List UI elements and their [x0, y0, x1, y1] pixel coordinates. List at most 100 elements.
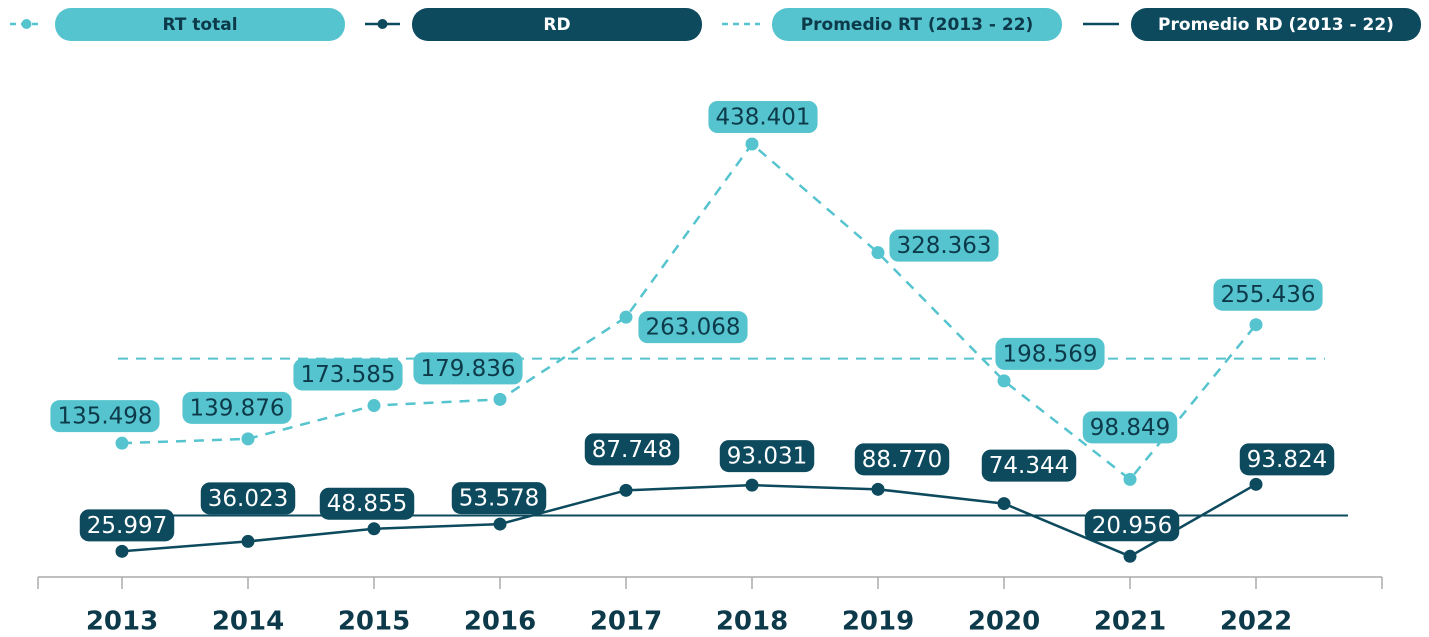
point	[1123, 472, 1137, 486]
data-label: 88.770	[854, 443, 950, 476]
legend-label: Promedio RT (2013 - 22)	[801, 15, 1034, 35]
point	[997, 497, 1011, 511]
point	[115, 544, 129, 558]
x-tick-label: 2014	[212, 607, 284, 637]
data-label-text: 25.997	[87, 513, 167, 539]
data-label-box	[995, 337, 1105, 370]
x-tick-label: 2018	[716, 607, 788, 637]
point	[241, 534, 255, 548]
point	[745, 478, 759, 492]
data-label-text: 179.836	[420, 356, 515, 382]
point	[619, 483, 633, 497]
data-label-text: 48.855	[327, 491, 407, 517]
data-label-box	[708, 101, 818, 133]
data-label: 48.855	[319, 487, 415, 520]
data-label-box	[981, 449, 1077, 482]
data-label-box	[79, 509, 175, 542]
data-label: 438.401	[708, 101, 818, 133]
data-label: 93.031	[719, 440, 815, 473]
data-label: 263.068	[638, 311, 748, 344]
legend-marker	[21, 19, 32, 29]
data-label-box	[1084, 509, 1180, 542]
data-label-text: 87.748	[592, 437, 672, 463]
legend-pill	[412, 8, 702, 41]
x-tick-label: 2022	[1220, 607, 1292, 637]
legend-marker	[377, 19, 388, 29]
data-label: 87.748	[584, 433, 680, 466]
point	[115, 436, 129, 450]
data-label-box	[182, 391, 292, 424]
data-label-box	[200, 482, 296, 515]
data-label-box	[1239, 443, 1335, 476]
point	[1249, 477, 1263, 491]
data-label-text: 438.401	[715, 105, 810, 131]
data-label: 53.578	[451, 482, 547, 515]
point	[997, 374, 1011, 388]
data-label-text: 93.824	[1247, 447, 1327, 473]
data-label-box	[413, 352, 523, 385]
point	[871, 482, 885, 496]
point	[367, 399, 381, 413]
data-label: 74.344	[981, 449, 1077, 482]
data-label-text: 74.344	[989, 453, 1069, 479]
data-label-box	[1082, 411, 1178, 444]
data-label: 198.569	[995, 337, 1105, 370]
data-label-text: 135.498	[57, 404, 152, 430]
data-label: 328.363	[889, 229, 999, 262]
data-label-box	[719, 440, 815, 473]
data-label-text: 173.585	[300, 362, 395, 388]
data-label: 255.436	[1213, 278, 1323, 311]
data-label-text: 93.031	[727, 444, 807, 470]
data-label-text: 20.956	[1092, 513, 1172, 539]
legend-label: RD	[543, 15, 570, 35]
data-label: 179.836	[413, 352, 523, 385]
x-tick-label: 2013	[86, 607, 158, 637]
point	[619, 310, 633, 324]
legend-label: RT total	[162, 15, 237, 35]
legend-label: Promedio RD (2013 - 22)	[1158, 15, 1394, 35]
point	[241, 432, 255, 446]
data-label-text: 98.849	[1090, 415, 1170, 441]
data-label-box	[638, 311, 748, 344]
legend-pill	[1131, 8, 1421, 41]
data-label: 139.876	[182, 391, 292, 424]
x-tick-label: 2015	[338, 607, 410, 637]
data-label-text: 88.770	[862, 447, 942, 473]
data-label-text: 139.876	[189, 395, 284, 421]
point	[871, 246, 885, 260]
data-label-text: 328.363	[896, 233, 991, 259]
x-tick-label: 2021	[1094, 607, 1166, 637]
data-label-box	[319, 487, 415, 520]
data-label-box	[293, 358, 403, 391]
series-line	[121, 142, 1257, 482]
point	[1123, 549, 1137, 563]
data-label-text: 53.578	[459, 486, 539, 512]
legend-pill	[55, 8, 345, 41]
point	[745, 137, 759, 151]
x-tick-label: 2020	[968, 607, 1040, 637]
point	[1249, 318, 1263, 332]
point	[367, 522, 381, 536]
data-label-text: 255.436	[1220, 282, 1315, 308]
data-label: 93.824	[1239, 443, 1335, 476]
x-tick-label: 2016	[464, 607, 536, 637]
data-label: 36.023	[200, 482, 296, 515]
data-label-box	[1213, 278, 1323, 311]
data-label-text: 263.068	[645, 315, 740, 341]
data-label: 25.997	[79, 509, 175, 542]
data-label: 173.585	[293, 358, 403, 391]
data-label: 135.498	[50, 400, 160, 433]
series-line	[121, 483, 1257, 558]
data-label-box	[584, 433, 680, 466]
x-tick-label: 2019	[842, 607, 914, 637]
legend-pill	[772, 8, 1062, 41]
data-label: 98.849	[1082, 411, 1178, 444]
data-label-text: 198.569	[1002, 341, 1097, 367]
data-label-box	[854, 443, 950, 476]
point	[493, 517, 507, 531]
data-label-text: 36.023	[208, 486, 288, 512]
point	[493, 392, 507, 406]
x-tick-label: 2017	[590, 607, 662, 637]
data-label: 20.956	[1084, 509, 1180, 542]
